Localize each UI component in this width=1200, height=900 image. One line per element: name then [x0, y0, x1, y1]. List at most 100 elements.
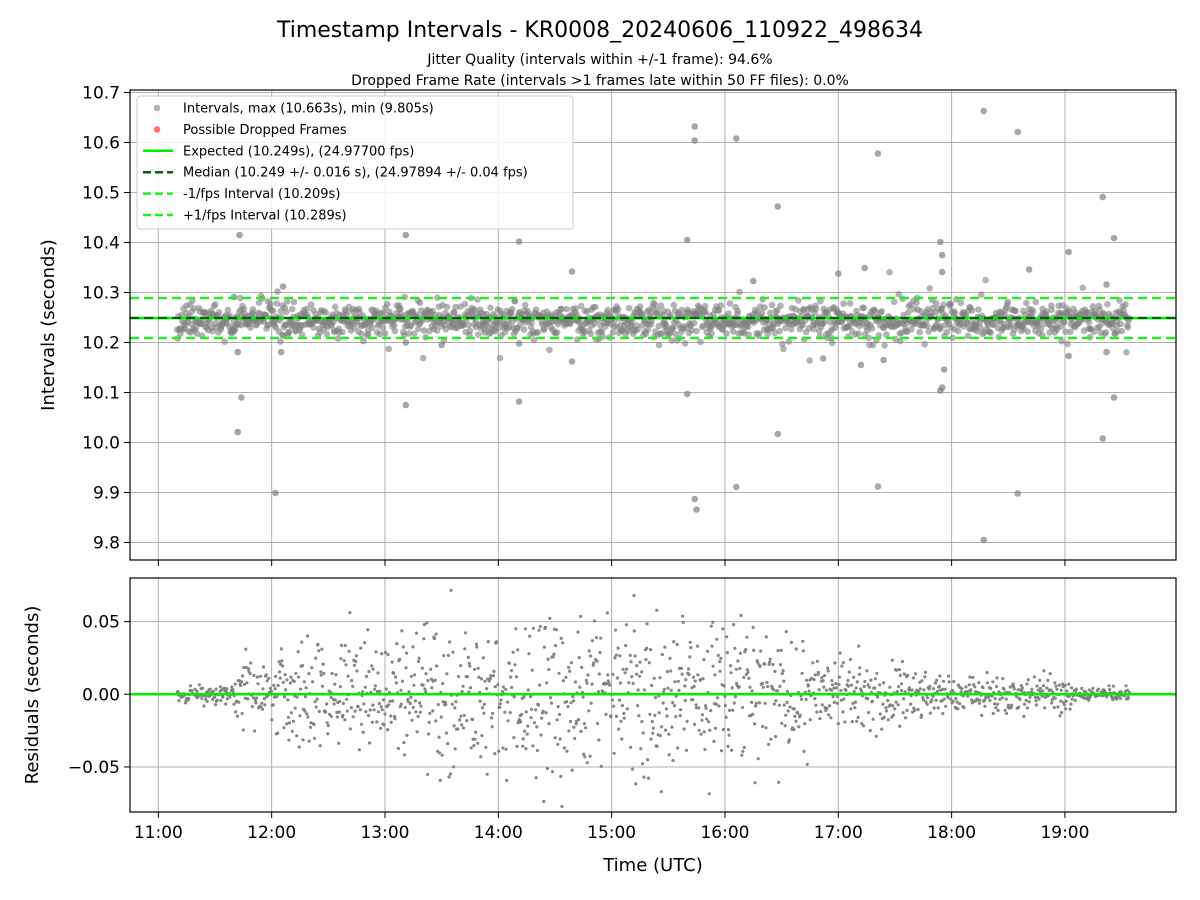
residual-point: [821, 679, 825, 683]
residual-point: [527, 652, 531, 656]
residual-point: [303, 695, 308, 699]
residual-point: [697, 728, 701, 732]
top-y-tick-label: 10.5: [82, 184, 120, 204]
residual-point: [752, 648, 756, 653]
residual-point: [420, 666, 424, 670]
residual-point: [368, 741, 372, 745]
residual-point: [754, 704, 758, 708]
residual-point: [998, 697, 1002, 701]
residual-point: [920, 679, 924, 683]
residual-point: [1061, 682, 1065, 686]
interval-outlier-point: [774, 203, 782, 210]
legend-label: Median (10.249 +/- 0.016 s), (24.97894 +…: [183, 166, 528, 181]
residual-point: [767, 742, 771, 747]
residual-point: [439, 715, 443, 719]
interval-outlier-point: [272, 489, 279, 497]
interval-point: [310, 324, 317, 331]
residual-point: [857, 672, 862, 677]
residual-point: [225, 697, 229, 701]
residual-point: [310, 666, 314, 670]
residual-point: [774, 699, 778, 703]
residual-point: [228, 695, 232, 699]
residual-point: [444, 731, 449, 735]
residual-point: [517, 718, 521, 722]
residual-point: [587, 649, 591, 653]
interval-outlier-point: [691, 123, 698, 130]
residual-point: [681, 614, 685, 618]
residual-point: [477, 675, 481, 679]
residual-point: [658, 676, 662, 680]
residual-point: [761, 685, 765, 689]
residual-point: [1038, 686, 1042, 691]
residual-point: [371, 703, 375, 707]
residual-point: [648, 712, 652, 716]
residual-point: [1119, 690, 1123, 694]
residual-point: [569, 661, 574, 665]
residual-point: [528, 634, 532, 638]
residual-point: [529, 716, 533, 720]
residual-point: [650, 683, 654, 688]
residual-point: [646, 758, 650, 762]
residual-point: [946, 696, 950, 700]
residual-point: [775, 689, 780, 693]
interval-point: [269, 307, 277, 314]
residual-point: [711, 620, 715, 624]
residual-point: [330, 671, 334, 676]
residual-point: [446, 742, 450, 746]
residual-point: [597, 738, 601, 742]
interval-point: [1024, 328, 1031, 335]
residual-point: [536, 703, 541, 707]
residual-point: [405, 733, 409, 738]
residual-point: [1033, 695, 1037, 700]
residual-point: [612, 704, 616, 708]
residual-point: [213, 703, 218, 707]
residual-point: [538, 683, 542, 687]
residual-point: [348, 611, 352, 615]
residual-point: [994, 706, 998, 710]
residual-point: [413, 699, 417, 703]
residual-point: [753, 722, 757, 726]
residual-point: [888, 685, 892, 689]
interval-outlier-point: [683, 236, 691, 244]
residual-point: [890, 658, 895, 662]
residual-point: [295, 734, 299, 738]
residual-point: [292, 679, 296, 684]
interval-point: [221, 338, 228, 346]
residual-point: [383, 712, 387, 716]
residual-point: [943, 687, 947, 691]
residual-point: [801, 649, 806, 653]
interval-point: [672, 330, 679, 338]
residual-point: [566, 705, 570, 709]
residual-point: [660, 653, 664, 657]
residual-point: [466, 655, 470, 660]
residual-point: [366, 628, 370, 632]
residual-point: [666, 686, 670, 690]
interval-outlier-point: [980, 536, 987, 544]
residual-point: [383, 650, 388, 655]
interval-point: [433, 327, 441, 334]
residual-point: [281, 664, 285, 668]
interval-point: [323, 331, 331, 338]
residual-point: [372, 708, 376, 712]
residual-point: [756, 660, 760, 664]
residual-point: [585, 681, 589, 685]
residual-point: [313, 700, 317, 704]
residual-point: [866, 683, 870, 687]
residual-point: [568, 669, 572, 673]
residual-point: [577, 717, 581, 722]
residual-point: [551, 655, 555, 659]
residual-point: [848, 657, 853, 662]
residual-point: [624, 623, 629, 627]
residual-point: [359, 646, 363, 650]
residual-point: [833, 661, 837, 665]
residual-point: [670, 725, 674, 729]
residual-point: [413, 673, 417, 677]
interval-point: [693, 327, 700, 335]
residual-point: [836, 694, 840, 699]
residual-point: [610, 698, 615, 702]
residual-point: [354, 654, 358, 658]
residual-point: [741, 749, 745, 754]
residual-point: [726, 728, 731, 732]
residual-point: [312, 722, 316, 727]
interval-point: [1067, 328, 1074, 336]
